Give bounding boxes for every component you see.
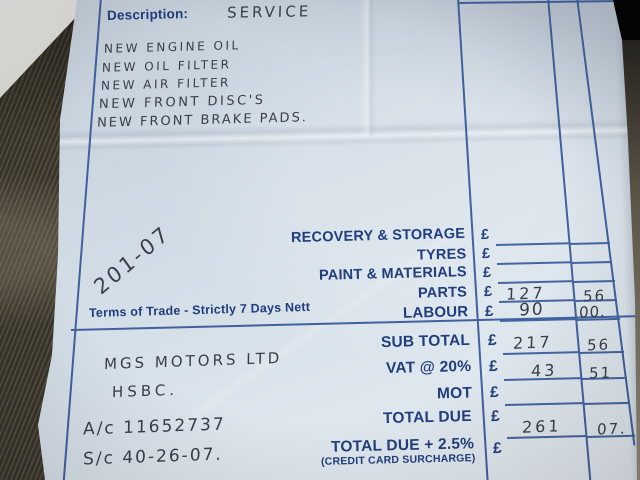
pound-sign: £ xyxy=(490,407,500,426)
payee-account-handwritten: A/c 11652737 xyxy=(82,414,226,440)
pound-sign: £ xyxy=(483,283,493,301)
pence-underline xyxy=(568,241,611,245)
form-left-border-line xyxy=(62,0,102,480)
charge-amount-handwritten: 90 xyxy=(518,299,545,321)
total-row-sublabel: (CREDIT CARD SURCHARGE) xyxy=(321,452,477,468)
pound-sign: £ xyxy=(487,331,497,350)
payee-bank-handwritten: HSBC. xyxy=(111,380,179,402)
pence-underline xyxy=(570,260,613,264)
pound-sign: £ xyxy=(484,302,494,321)
pound-sign: £ xyxy=(488,357,498,376)
charge-row-label: PAINT & MATERIALS xyxy=(318,264,468,284)
pound-sign: £ xyxy=(489,383,499,402)
total-row-label: VAT @ 20% xyxy=(385,357,472,378)
pound-sign: £ xyxy=(482,264,492,282)
pound-sign: £ xyxy=(480,226,490,244)
work-item-line: NEW AIR FILTER xyxy=(100,75,232,93)
total-row-label: TOTAL DUE xyxy=(383,407,473,428)
handwritten-job-number: 201-07 xyxy=(89,220,175,300)
total-amount-handwritten: 217 xyxy=(512,332,553,353)
total-amount-handwritten: 43 xyxy=(530,360,558,381)
top-row-line xyxy=(457,0,614,4)
pound-sign: £ xyxy=(492,439,502,458)
total-row-label: MOT xyxy=(436,384,473,403)
total-pence-handwritten: 51 xyxy=(588,363,613,383)
payee-sortcode-handwritten: S/c 40-26-07. xyxy=(82,444,223,470)
pence-underline xyxy=(582,401,631,405)
total-pence-handwritten: 56 xyxy=(586,335,611,355)
charge-pence-handwritten: 00. xyxy=(578,302,607,322)
charge-row-label: LABOUR xyxy=(402,303,469,322)
terms-of-trade-text: Terms of Trade - Strictly 7 Days Nett xyxy=(88,299,311,321)
work-item-line: NEW OIL FILTER xyxy=(101,57,232,75)
total-amount-handwritten: 261 xyxy=(521,416,562,437)
work-item-line: NEW FRONT DISC'S xyxy=(98,92,266,113)
amount-underline xyxy=(495,242,570,246)
description-value-handwritten: SERVICE xyxy=(226,2,312,22)
pound-sign: £ xyxy=(481,245,491,263)
total-row-label: SUB TOTAL xyxy=(380,331,471,352)
pence-underline xyxy=(572,279,616,283)
description-label: Description: xyxy=(106,6,189,23)
amount-underline xyxy=(504,402,583,406)
amount-underline xyxy=(496,261,571,265)
charge-row-label: PARTS xyxy=(417,284,468,302)
charge-row-label: TYRES xyxy=(416,246,467,264)
paper-vertical-crease xyxy=(360,0,376,136)
work-item-line: NEW ENGINE OIL xyxy=(103,38,241,56)
total-pence-handwritten: 07. xyxy=(596,419,628,439)
